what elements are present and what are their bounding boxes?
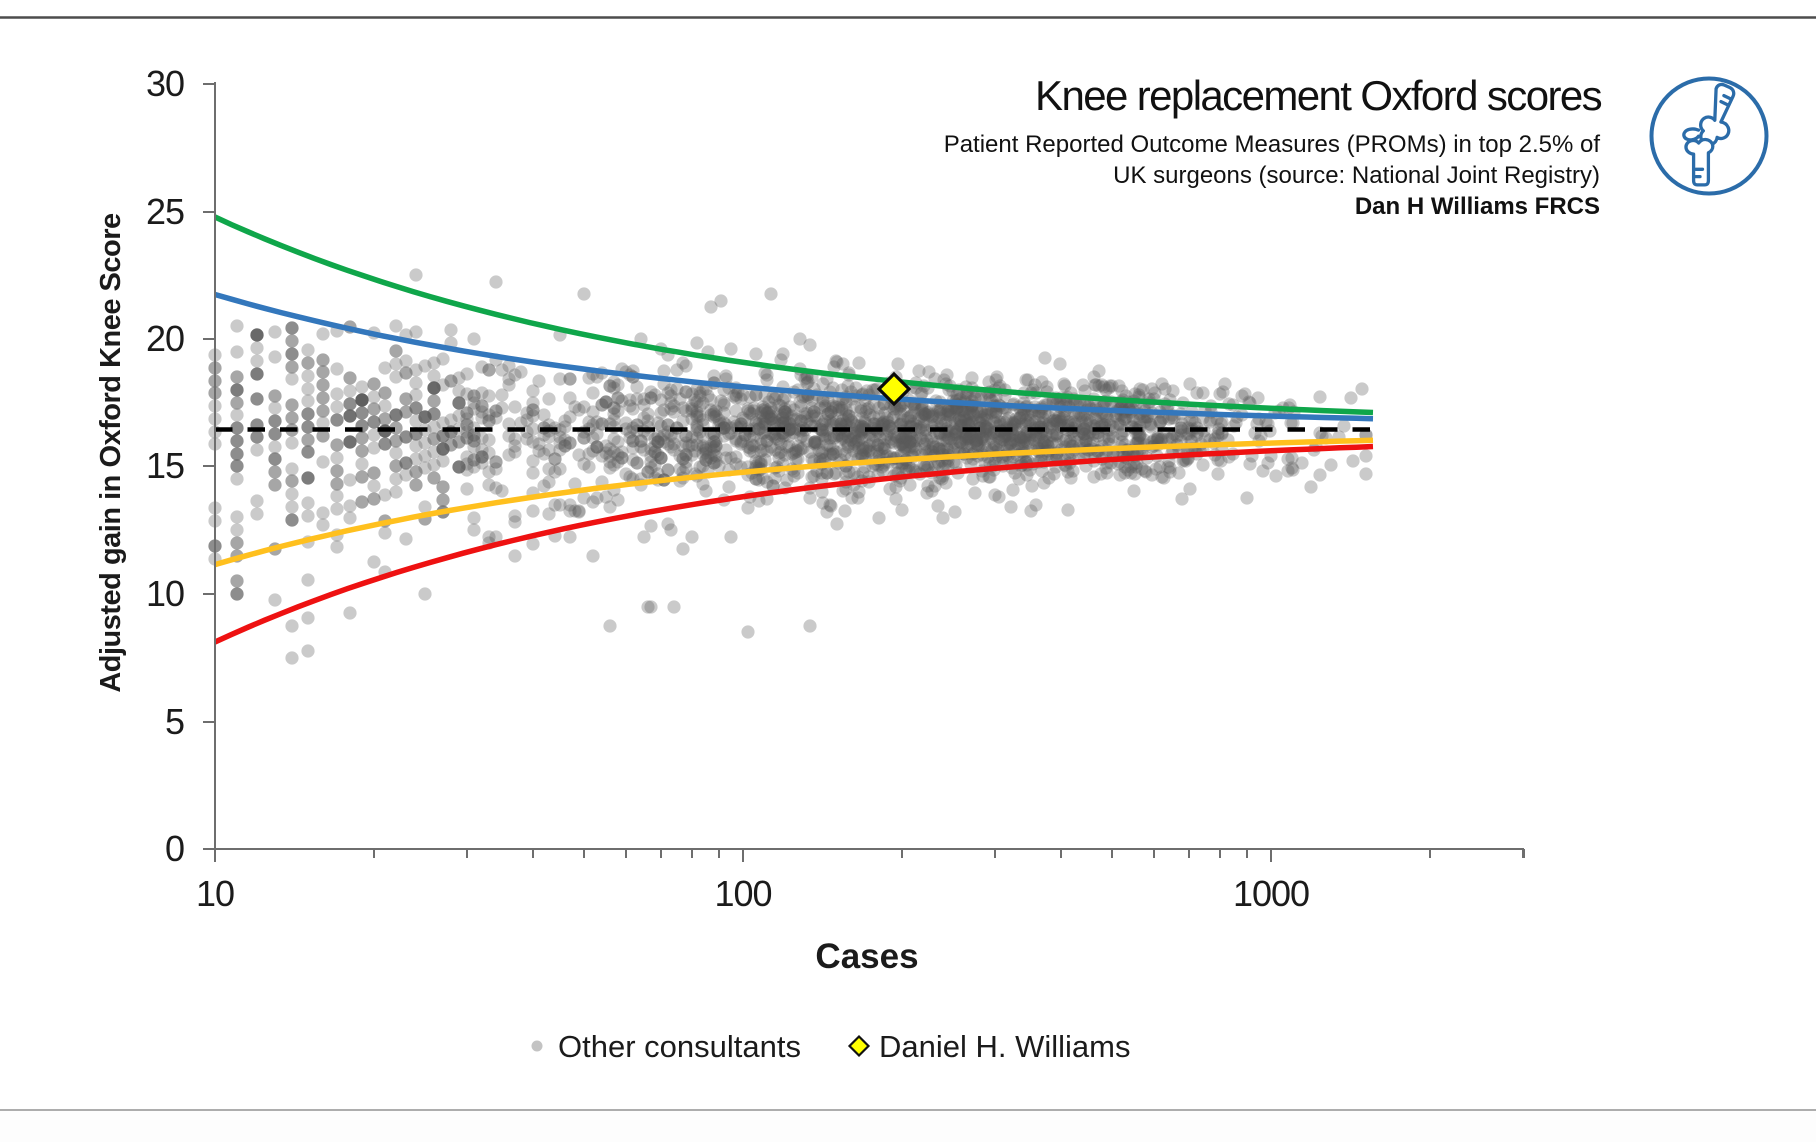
svg-text:15: 15 bbox=[146, 445, 184, 486]
svg-text:Dan H Williams FRCS: Dan H Williams FRCS bbox=[1355, 193, 1600, 220]
svg-text:100: 100 bbox=[714, 873, 771, 914]
svg-text:25: 25 bbox=[146, 191, 184, 232]
svg-text:10: 10 bbox=[196, 873, 234, 914]
svg-text:Other consultants: Other consultants bbox=[558, 1029, 801, 1064]
svg-text:Patient Reported Outcome Measu: Patient Reported Outcome Measures (PROMs… bbox=[944, 131, 1601, 158]
svg-text:UK surgeons (source: National: UK surgeons (source: National Joint Regi… bbox=[1113, 162, 1600, 189]
svg-text:30: 30 bbox=[146, 63, 184, 104]
svg-text:20: 20 bbox=[146, 318, 184, 359]
svg-text:0: 0 bbox=[165, 828, 184, 869]
svg-text:5: 5 bbox=[165, 701, 184, 742]
svg-text:1000: 1000 bbox=[1233, 873, 1309, 914]
svg-text:Knee replacement Oxford scores: Knee replacement Oxford scores bbox=[1035, 72, 1602, 119]
svg-text:Cases: Cases bbox=[815, 937, 918, 976]
svg-text:Daniel H. Williams: Daniel H. Williams bbox=[879, 1029, 1130, 1064]
svg-text:Adjusted gain in Oxford Knee S: Adjusted gain in Oxford Knee Score bbox=[95, 213, 127, 693]
svg-text:10: 10 bbox=[146, 573, 184, 614]
